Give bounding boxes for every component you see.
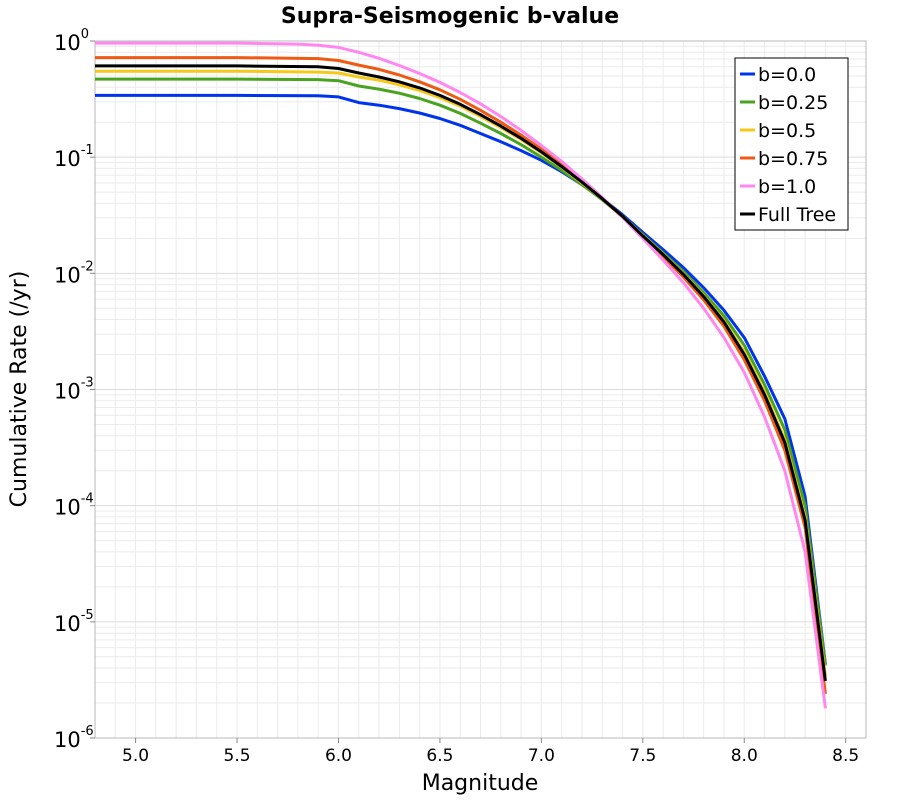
legend-label: b=0.25: [758, 92, 828, 114]
series-line-1: [95, 77, 827, 666]
x-tick-label: 5.0: [122, 746, 149, 766]
legend-label: b=0.0: [758, 64, 816, 86]
y-tick-label: 100: [54, 27, 89, 55]
series-lines: [95, 41, 827, 709]
y-axis-ticks: 100 10-1 10-2 10-3 10-4 10-5 10-6: [54, 27, 95, 752]
x-tick-label: 6.0: [325, 746, 352, 766]
x-tick-label: 5.5: [224, 746, 251, 766]
x-tick-label: 8.5: [832, 746, 859, 766]
y-tick-label: 10-3: [54, 376, 94, 404]
legend-label: b=0.75: [758, 148, 828, 170]
legend-label: b=1.0: [758, 176, 816, 198]
y-tick-label: 10-1: [54, 143, 94, 171]
y-tick-label: 10-6: [54, 724, 94, 752]
x-axis-label: Magnitude: [422, 771, 539, 796]
chart-title: Supra-Seismogenic b-value: [281, 4, 619, 29]
x-tick-label: 7.0: [528, 746, 555, 766]
x-axis-ticks: 5.0 5.5 6.0 6.5 7.0 7.5 8.0 8.5: [122, 738, 859, 766]
series-line-4: [95, 41, 827, 709]
y-tick-label: 10-4: [54, 492, 94, 520]
legend-box: [734, 57, 849, 231]
series-line-0: [95, 93, 827, 665]
legend: b=0.0 b=0.25 b=0.5 b=0.75 b=1.0 Full Tree: [734, 57, 849, 231]
x-tick-label: 6.5: [426, 746, 453, 766]
y-tick-label: 10-2: [54, 259, 94, 287]
series-line-5: [95, 64, 827, 682]
legend-label: Full Tree: [758, 204, 836, 226]
series-line-3: [95, 56, 827, 694]
y-axis-label: Cumulative Rate (/yr): [7, 271, 32, 508]
y-tick-label: 10-5: [54, 608, 94, 636]
x-tick-label: 8.0: [731, 746, 758, 766]
x-tick-label: 7.5: [629, 746, 656, 766]
legend-label: b=0.5: [758, 120, 816, 142]
